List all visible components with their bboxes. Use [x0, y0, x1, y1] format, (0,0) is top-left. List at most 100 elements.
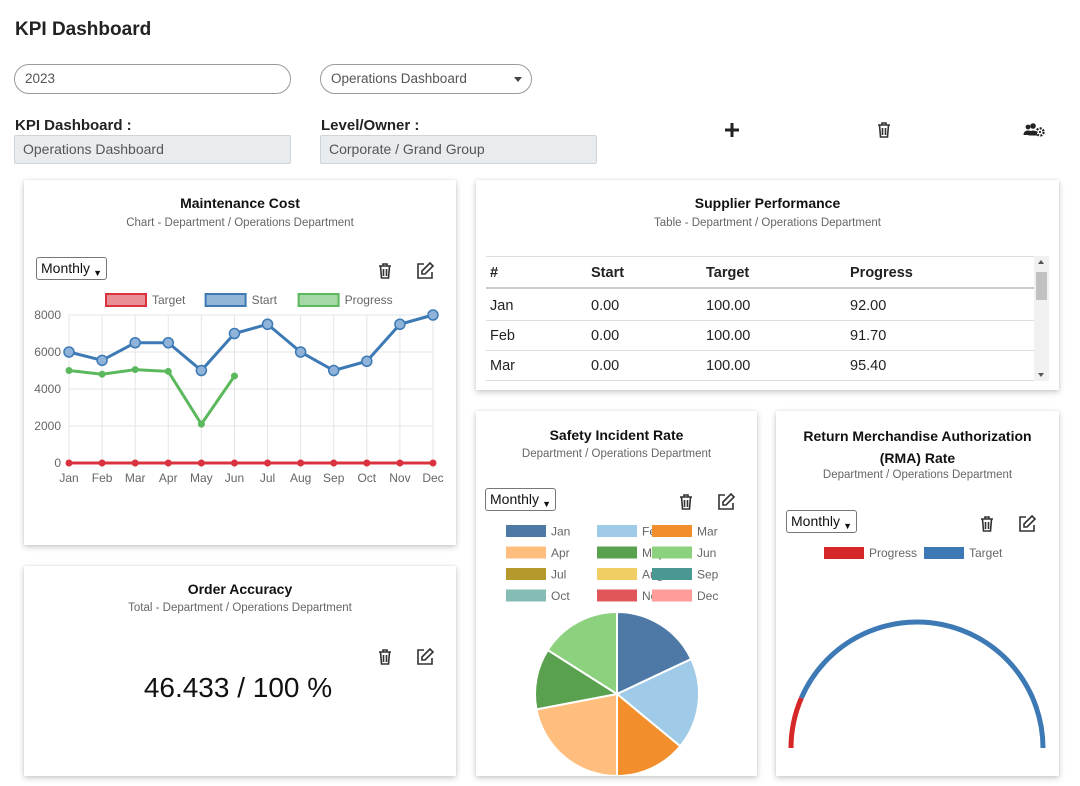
plus-icon[interactable]	[722, 120, 742, 140]
order-accuracy-title: Order Accuracy	[187, 581, 293, 597]
trash-icon[interactable]	[977, 514, 997, 534]
series-line	[68, 313, 434, 373]
column-header: Start	[591, 265, 625, 281]
legend-item: Start	[204, 293, 278, 307]
y-tick-label: 4000	[34, 382, 61, 396]
pie-slice	[546, 610, 618, 696]
caret-down-icon	[514, 77, 522, 82]
x-tick-label: Jun	[225, 471, 244, 485]
data-point	[361, 355, 373, 367]
trash-icon[interactable]	[375, 261, 395, 281]
dashboard-name-field: Operations Dashboard	[14, 135, 291, 164]
legend-item: Oct	[506, 589, 570, 603]
gauge-progress-arc	[788, 696, 804, 749]
legend-label: Jan	[551, 525, 570, 539]
legend-swatch	[652, 589, 692, 602]
table-scrollbar[interactable]	[1034, 256, 1049, 381]
rma-rate-subtitle: Department / Operations Department	[822, 469, 1013, 481]
safety-period-select[interactable]: Monthly ▼	[485, 488, 557, 511]
data-point	[230, 459, 238, 467]
table-cell: 91.70	[850, 328, 887, 344]
data-point	[294, 346, 307, 358]
column-header: Progress	[850, 265, 913, 281]
year-input[interactable]: 2023	[14, 64, 291, 94]
maintenance-cost-title: Maintenance Cost	[180, 195, 300, 211]
legend-item: Jan	[506, 525, 570, 539]
rma-period-value: Monthly	[791, 513, 841, 529]
dashboard-select[interactable]: Operations Dashboard	[320, 64, 532, 94]
x-tick-label: Nov	[389, 471, 410, 485]
legend-swatch	[597, 589, 637, 602]
order-accuracy-subtitle: Total - Department / Operations Departme…	[128, 602, 352, 614]
legend-label: Progress	[869, 546, 917, 560]
x-tick-label: Jan	[59, 471, 78, 485]
table-cell: Jan	[490, 298, 514, 314]
data-point	[164, 459, 172, 467]
edit-icon[interactable]	[415, 647, 435, 667]
legend-swatch	[506, 525, 546, 537]
legend-swatch	[506, 568, 546, 580]
x-tick-label: Oct	[357, 471, 376, 485]
dashboard-label: KPI Dashboard :	[15, 117, 132, 134]
legend-swatch	[506, 589, 546, 602]
legend-item: Mar	[652, 525, 718, 539]
table-cell: Mar	[490, 358, 515, 374]
trash-icon[interactable]	[676, 492, 696, 512]
pie-slice	[616, 610, 693, 696]
dashboard-select-value: Operations Dashboard	[331, 71, 467, 86]
pie-slice	[615, 657, 700, 748]
data-point	[297, 459, 305, 467]
maintenance-cost-card: Maintenance Cost Chart - Department / Op…	[24, 180, 456, 545]
dashboard-name-value: Operations Dashboard	[23, 141, 164, 157]
data-point	[261, 318, 274, 330]
edit-icon[interactable]	[415, 261, 435, 281]
legend-swatch	[597, 525, 637, 537]
legend-item: Dec	[652, 589, 718, 603]
table-cell: 0.00	[591, 298, 620, 314]
scroll-thumb[interactable]	[1036, 272, 1047, 300]
legend-swatch	[597, 546, 637, 559]
chevron-down-icon: ▼	[93, 268, 103, 278]
data-point	[429, 459, 437, 467]
supplier-performance-title: Supplier Performance	[694, 195, 841, 211]
data-point	[363, 459, 371, 467]
maintenance-cost-subtitle: Chart - Department / Operations Departme…	[126, 217, 354, 229]
safety-period-value: Monthly	[490, 491, 540, 507]
legend-label: Oct	[551, 589, 570, 603]
table-row: Jan 0.00 100.00 92.00	[486, 291, 1034, 321]
safety-incident-card: Safety Incident Rate Department / Operat…	[476, 411, 757, 776]
rma-period-select[interactable]: Monthly ▼	[786, 510, 858, 533]
legend-label: Mar	[697, 525, 718, 539]
legend-label: Jun	[697, 546, 716, 560]
trash-icon[interactable]	[875, 120, 893, 140]
rma-rate-card: Return Merchandise Authorization (RMA) R…	[776, 411, 1059, 776]
legend-label: Apr	[551, 546, 570, 560]
edit-icon[interactable]	[1017, 514, 1037, 534]
pie-slice	[616, 691, 682, 776]
x-tick-label: Mar	[125, 471, 146, 485]
scroll-down-icon[interactable]	[1038, 373, 1044, 377]
legend-swatch	[652, 546, 692, 559]
scroll-up-icon[interactable]	[1038, 260, 1044, 264]
legend-swatch	[652, 525, 692, 537]
data-point	[129, 337, 141, 349]
legend-swatch	[506, 546, 546, 559]
data-point	[330, 459, 338, 467]
legend-swatch	[105, 293, 147, 307]
users-cog-icon[interactable]	[1022, 120, 1046, 140]
supplier-table: # Start Target Progress Jan 0.00 100.00 …	[486, 256, 1034, 381]
maintenance-period-select[interactable]: Monthly ▼	[36, 257, 108, 280]
legend-label: Jul	[551, 568, 566, 582]
x-tick-label: Apr	[159, 471, 178, 485]
trash-icon[interactable]	[375, 647, 395, 667]
table-cell: 100.00	[706, 298, 751, 314]
data-point	[327, 364, 340, 377]
x-tick-label: May	[190, 471, 213, 485]
table-cell: 0.00	[591, 328, 620, 344]
edit-icon[interactable]	[716, 492, 736, 512]
y-tick-label: 8000	[34, 308, 61, 322]
data-point	[230, 372, 238, 380]
data-point	[63, 346, 75, 358]
legend-item: Apr	[506, 546, 570, 560]
